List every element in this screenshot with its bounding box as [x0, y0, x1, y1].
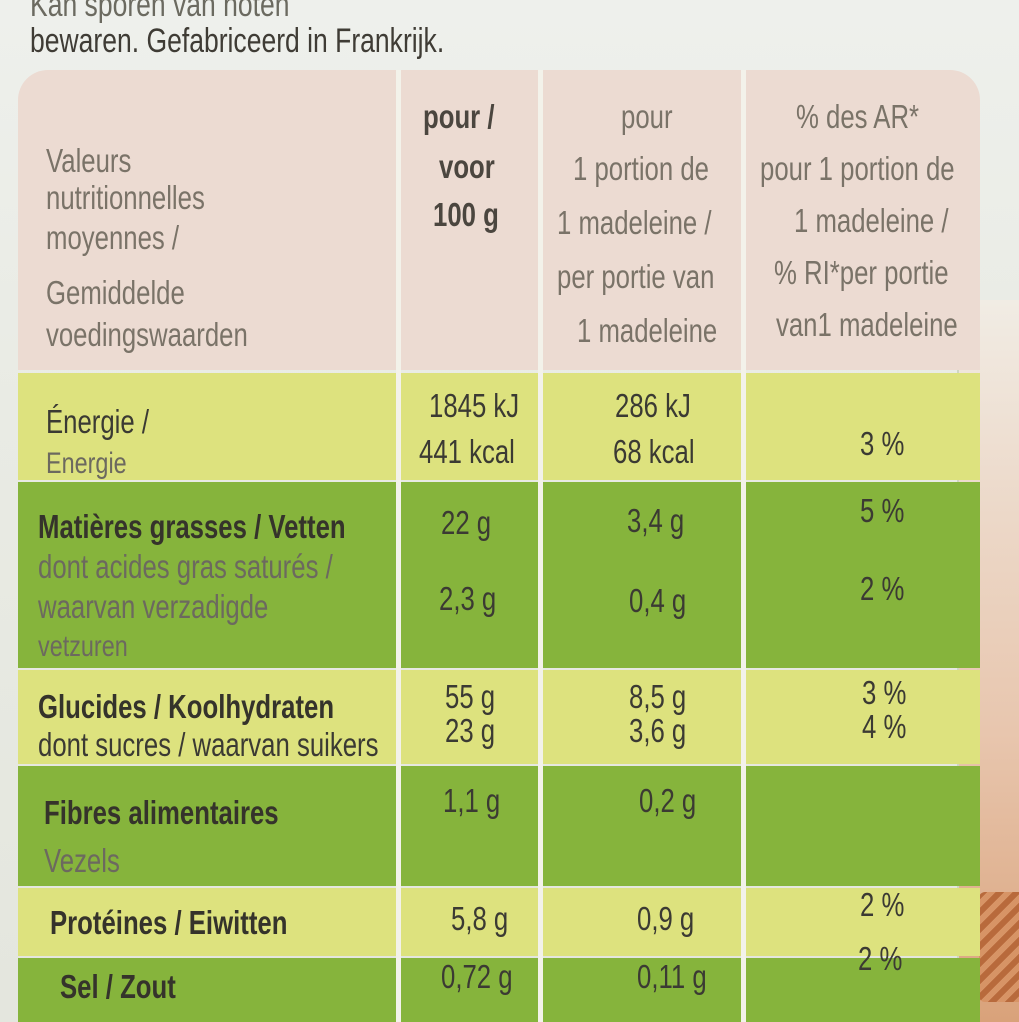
carbs-per100: 55 g	[445, 678, 496, 715]
header-ri-line: 1 madeleine /	[794, 202, 949, 239]
protein-label: Protéines / Eiwitten	[50, 904, 288, 941]
protein-per100-cell: 5,8 g	[401, 888, 538, 956]
energy-per100-kcal: 441 kcal	[419, 433, 515, 470]
salt-ri: 2 %	[858, 940, 903, 977]
column-divider	[741, 70, 746, 1022]
saturated-ri: 2 %	[860, 570, 905, 607]
salt-label-cell: Sel / Zout	[18, 958, 396, 1022]
header-per100-line: 100 g	[433, 196, 499, 233]
carbs-per100-cell: 55 g 23 g	[401, 670, 538, 764]
header-portion-line: per portie van	[557, 258, 715, 295]
header-portion-line: pour	[621, 98, 673, 135]
saturated-label-nl: waarvan verzadigde	[38, 588, 269, 625]
salt-per100-cell: 0,72 g	[401, 958, 538, 1022]
saturated-label-nl-2: vetzuren	[38, 630, 128, 663]
energy-label: Énergie /	[46, 403, 150, 440]
header-row: Valeurs nutritionnelles moyennes / Gemid…	[18, 70, 980, 370]
protein-portion-cell: 0,9 g	[543, 888, 741, 956]
salt-per100: 0,72 g	[441, 958, 513, 995]
header-ri-cell: % des AR* pour 1 portion de 1 madeleine …	[746, 70, 980, 370]
header-per100-line: pour /	[423, 98, 495, 135]
salt-label: Sel / Zout	[60, 968, 176, 1005]
table-row-protein: Protéines / Eiwitten 5,8 g 0,9 g 2 %	[18, 886, 980, 956]
nutrition-table: Valeurs nutritionnelles moyennes / Gemid…	[18, 70, 980, 1022]
table-row-fibre: Fibres alimentaires Vezels 1,1 g 0,2 g	[18, 766, 980, 886]
energy-ri: 3 %	[860, 425, 905, 462]
header-per100-cell: pour / voor 100 g	[401, 70, 538, 370]
header-label-line: Valeurs	[46, 142, 132, 179]
header-portion-line: 1 portion de	[573, 150, 709, 187]
table-row-energy: Énergie / Energie 1845 kJ 441 kcal 286 k…	[18, 373, 980, 480]
header-label-line: voedingswaarden	[46, 316, 248, 353]
saturated-per100: 2,3 g	[439, 580, 497, 617]
protein-ri-cell: 2 %	[746, 886, 980, 956]
salt-ri-cell: 2 %	[746, 940, 980, 1022]
fibre-ri-cell	[746, 766, 980, 886]
header-label-cell: Valeurs nutritionnelles moyennes / Gemid…	[18, 70, 396, 370]
fat-ri-cell: 5 % 2 %	[746, 482, 980, 668]
table-row-carbs: Glucides / Koolhydraten dont sucres / wa…	[18, 670, 980, 764]
header-label-line: moyennes /	[46, 219, 180, 256]
energy-portion-kcal: 68 kcal	[613, 433, 695, 470]
table-row-fat: Matières grasses / Vetten dont acides gr…	[18, 482, 980, 668]
carbs-label-cell: Glucides / Koolhydraten dont sucres / wa…	[18, 670, 396, 764]
carbs-ri: 3 %	[862, 674, 907, 711]
fibre-portion: 0,2 g	[639, 782, 697, 819]
header-per100-line: voor	[439, 148, 495, 185]
carbs-portion: 8,5 g	[629, 678, 687, 715]
header-portion-line: 1 madeleine	[577, 312, 718, 349]
sugars-per100: 23 g	[445, 712, 496, 749]
header-text-line1: Kan sporen van noten	[30, 0, 290, 24]
protein-portion: 0,9 g	[637, 900, 695, 937]
fat-label-cell: Matières grasses / Vetten dont acides gr…	[18, 482, 396, 668]
header-portion-line: 1 madeleine /	[557, 204, 712, 241]
fibre-per100: 1,1 g	[443, 782, 501, 819]
fat-portion-cell: 3,4 g 0,4 g	[543, 482, 741, 668]
sugars-ri: 4 %	[862, 708, 907, 745]
energy-portion-cell: 286 kJ 68 kcal	[543, 373, 741, 480]
header-ri-line: % RI*per portie	[774, 254, 949, 291]
saturated-portion: 0,4 g	[629, 582, 687, 619]
protein-per100: 5,8 g	[451, 900, 509, 937]
sugars-portion: 3,6 g	[629, 712, 687, 749]
fat-per100-cell: 22 g 2,3 g	[401, 482, 538, 668]
header-ri-line: % des AR*	[796, 98, 920, 135]
fibre-label-nl: Vezels	[44, 842, 120, 879]
header-text-line2: bewaren. Gefabriceerd in Frankrijk.	[30, 22, 445, 60]
energy-per100-kj: 1845 kJ	[429, 387, 520, 424]
fat-per100: 22 g	[441, 504, 492, 541]
product-texture	[979, 892, 1019, 1002]
column-divider	[538, 70, 543, 1022]
table-row-salt: Sel / Zout 0,72 g 0,11 g 2 %	[18, 940, 980, 1022]
fat-ri: 5 %	[860, 492, 905, 529]
energy-label-nl: Energie	[46, 447, 127, 480]
energy-ri-cell: 3 %	[746, 373, 980, 480]
header-ri-line: pour 1 portion de	[760, 150, 955, 187]
carbs-label: Glucides / Koolhydraten	[38, 688, 335, 725]
carbs-ri-cell: 3 % 4 %	[746, 670, 980, 764]
header-portion-cell: pour 1 portion de 1 madeleine / per port…	[543, 70, 741, 370]
saturated-label: dont acides gras saturés /	[38, 548, 333, 585]
header-label-line: Gemiddelde	[46, 274, 185, 311]
header-ri-line: van1 madeleine	[776, 306, 958, 343]
column-divider	[396, 70, 401, 1022]
protein-label-cell: Protéines / Eiwitten	[18, 888, 396, 956]
fat-label: Matières grasses / Vetten	[38, 508, 346, 545]
fibre-per100-cell: 1,1 g	[401, 766, 538, 886]
salt-portion: 0,11 g	[637, 958, 707, 995]
header-label-line: nutritionnelles	[46, 179, 205, 216]
fibre-label-cell: Fibres alimentaires Vezels	[18, 766, 396, 886]
fibre-portion-cell: 0,2 g	[543, 766, 741, 886]
energy-per100-cell: 1845 kJ 441 kcal	[401, 373, 538, 480]
energy-label-cell: Énergie / Energie	[18, 373, 396, 480]
carbs-portion-cell: 8,5 g 3,6 g	[543, 670, 741, 764]
protein-ri: 2 %	[860, 886, 905, 923]
salt-portion-cell: 0,11 g	[543, 958, 741, 1022]
energy-portion-kj: 286 kJ	[615, 387, 691, 424]
sugars-label: dont sucres / waarvan suikers	[38, 726, 379, 763]
fat-portion: 3,4 g	[627, 502, 685, 539]
fibre-label: Fibres alimentaires	[44, 794, 279, 831]
